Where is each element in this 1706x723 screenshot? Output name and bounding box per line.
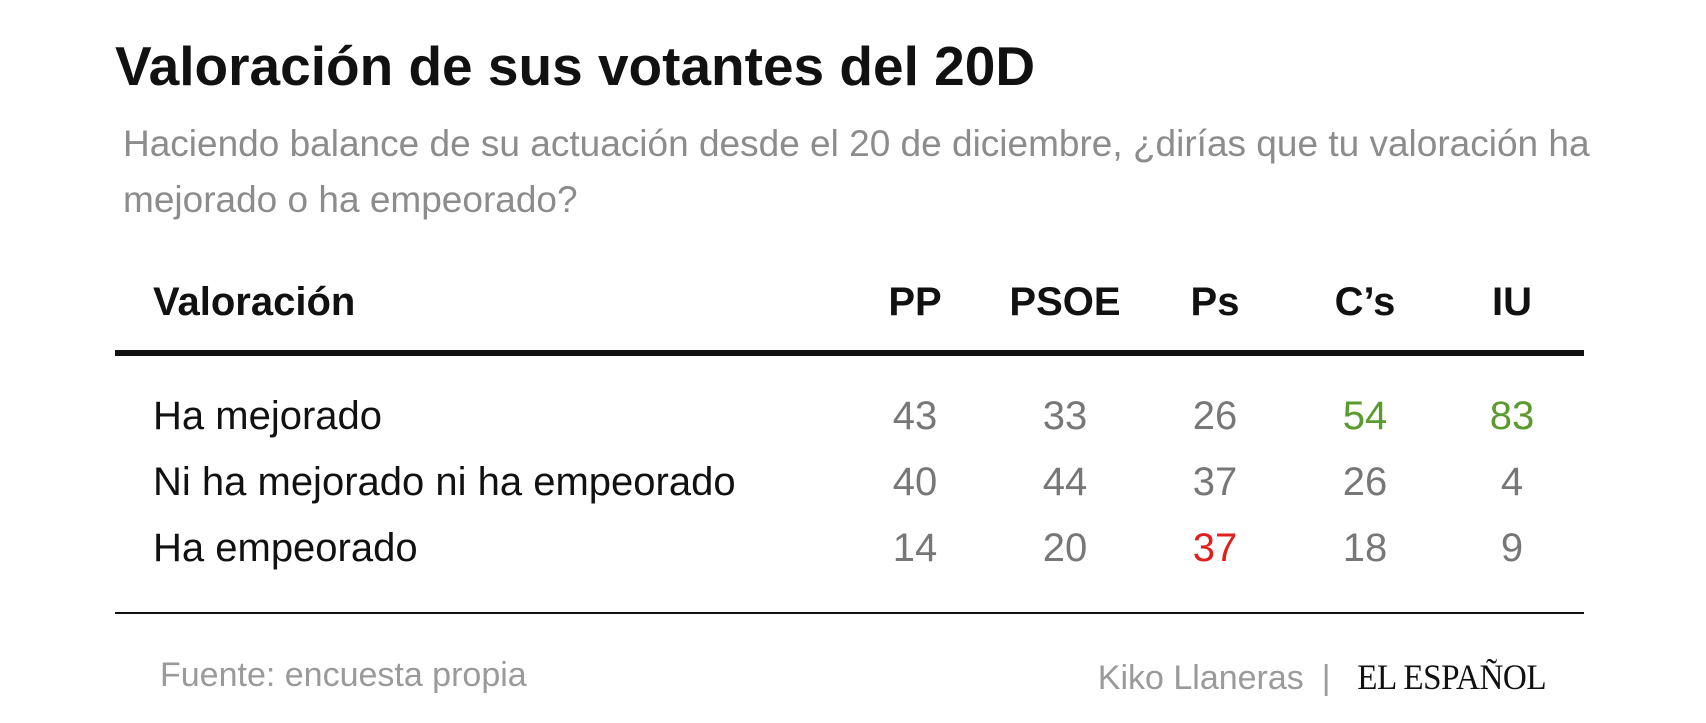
author-name: Kiko Llaneras: [1097, 659, 1304, 697]
column-header: PSOE: [1009, 280, 1121, 324]
value-cell: 44: [1042, 460, 1088, 504]
value-cell: 20: [1042, 526, 1088, 570]
credits: Kiko Llaneras | EL ESPAÑOL: [1098, 656, 1554, 698]
table-row: Ha empeorado 14 20 37 18 9: [115, 526, 1584, 586]
column-header: PP: [888, 280, 942, 324]
value-cell: 54: [1342, 394, 1388, 438]
value-cell: 26: [1342, 460, 1388, 504]
column-header: IU: [1492, 280, 1532, 324]
column-header: Ps: [1190, 280, 1240, 324]
value-cell: 40: [892, 460, 938, 504]
brand-logo: EL ESPAÑOL: [1356, 657, 1546, 697]
value-cell: 43: [892, 394, 938, 438]
header-rule: [115, 350, 1584, 356]
row-label: Ha mejorado: [153, 394, 383, 438]
page-subtitle: Haciendo balance de su actuación desde e…: [123, 123, 1590, 220]
page-title: Valoración de sus votantes del 20D: [115, 35, 1036, 97]
value-cell: 37: [1192, 526, 1238, 570]
value-cell: 83: [1489, 394, 1535, 438]
row-header-label: Valoración: [153, 280, 356, 324]
credits-separator: |: [1321, 659, 1331, 697]
value-cell: 18: [1342, 526, 1388, 570]
value-cell: 4: [1500, 460, 1524, 504]
column-header: C’s: [1334, 280, 1396, 324]
row-label: Ni ha mejorado ni ha empeorado: [153, 460, 736, 504]
table-row: Ni ha mejorado ni ha empeorado 40 44 37 26 4: [115, 460, 1584, 520]
value-cell: 37: [1192, 460, 1238, 504]
value-cell: 26: [1192, 394, 1238, 438]
value-cell: 33: [1042, 394, 1088, 438]
table-row: Ha mejorado 43 33 26 54 83: [115, 394, 1584, 454]
results-table: Valoración PP PSOE Ps C’s IU Ha mejorado 43 33 2…: [115, 0, 1584, 723]
source-note: Fuente: encuesta propia: [160, 656, 527, 694]
footer-rule: [115, 612, 1584, 614]
value-cell: 9: [1500, 526, 1524, 570]
value-cell: 14: [892, 526, 938, 570]
row-label: Ha empeorado: [153, 526, 418, 570]
